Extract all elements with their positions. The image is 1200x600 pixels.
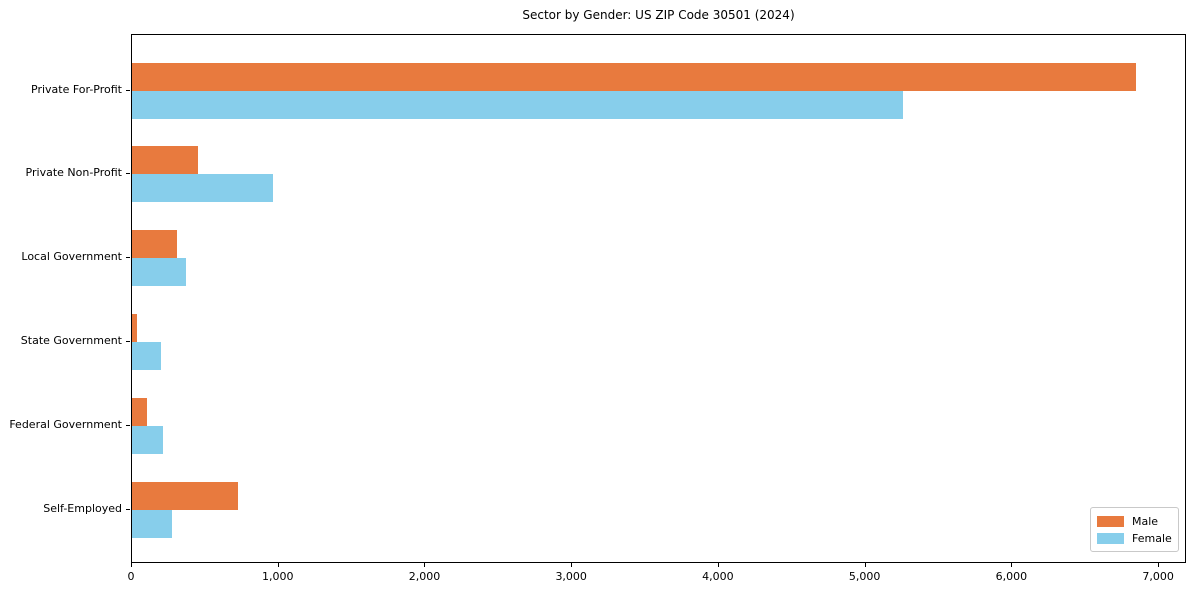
x-tick-mark: [864, 563, 866, 567]
legend-label-male: Male: [1132, 514, 1159, 528]
x-tick-mark: [277, 563, 279, 567]
bar-female-private-for-profit: [132, 90, 904, 119]
legend-item-female: Female: [1097, 530, 1172, 547]
legend-swatch-male-icon: [1097, 516, 1124, 527]
bar-female-local-government: [132, 258, 187, 287]
y-tick-mark: [126, 341, 130, 343]
bar-male-state-government: [132, 314, 137, 343]
legend: Male Female: [1090, 507, 1179, 552]
x-tick-label: 2,000: [408, 570, 441, 583]
y-tick-label-self-employed: Self-Employed: [43, 502, 122, 515]
x-tick-mark: [424, 563, 426, 567]
x-tick-label: 7,000: [1142, 570, 1174, 583]
bar-male-local-government: [132, 230, 178, 259]
y-tick-label-federal-government: Federal Government: [9, 418, 122, 432]
legend-swatch-female-icon: [1097, 533, 1124, 544]
legend-item-male: Male: [1097, 513, 1172, 530]
x-tick-label: 3,000: [555, 570, 587, 583]
y-tick-mark: [126, 173, 130, 175]
x-tick-mark: [571, 563, 573, 567]
bar-female-federal-government: [132, 426, 163, 455]
y-tick-label-private-for-profit: Private For-Profit: [31, 82, 122, 96]
y-tick-label-local-government: Local Government: [21, 250, 122, 264]
y-tick-mark: [126, 425, 130, 427]
plot-area: [131, 34, 1186, 563]
bar-male-federal-government: [132, 398, 147, 427]
bar-male-private-for-profit: [132, 62, 1136, 91]
x-tick-label: 0: [127, 570, 135, 583]
y-tick-mark: [126, 257, 130, 259]
bar-male-self-employed: [132, 482, 239, 510]
x-tick-label: 5,000: [848, 570, 881, 583]
y-tick-label-state-government: State Government: [20, 334, 122, 348]
y-tick-mark: [126, 89, 130, 91]
bar-male-private-non-profit: [132, 146, 199, 175]
y-tick-mark: [126, 509, 130, 510]
x-tick-label: 4,000: [702, 570, 734, 583]
chart-title: Sector by Gender: US ZIP Code 30501 (202…: [522, 8, 795, 22]
bar-female-private-non-profit: [132, 174, 273, 203]
bar-female-self-employed: [132, 510, 172, 538]
bar-female-state-government: [132, 342, 162, 371]
x-tick-mark: [717, 563, 719, 567]
x-tick-label: 6,000: [995, 570, 1028, 583]
y-tick-label-private-non-profit: Private Non-Profit: [25, 166, 122, 180]
x-tick-mark: [131, 563, 132, 567]
x-tick-label: 1,000: [261, 570, 294, 583]
legend-label-female: Female: [1132, 531, 1172, 545]
x-tick-mark: [1158, 563, 1160, 567]
x-tick-mark: [1011, 563, 1013, 567]
